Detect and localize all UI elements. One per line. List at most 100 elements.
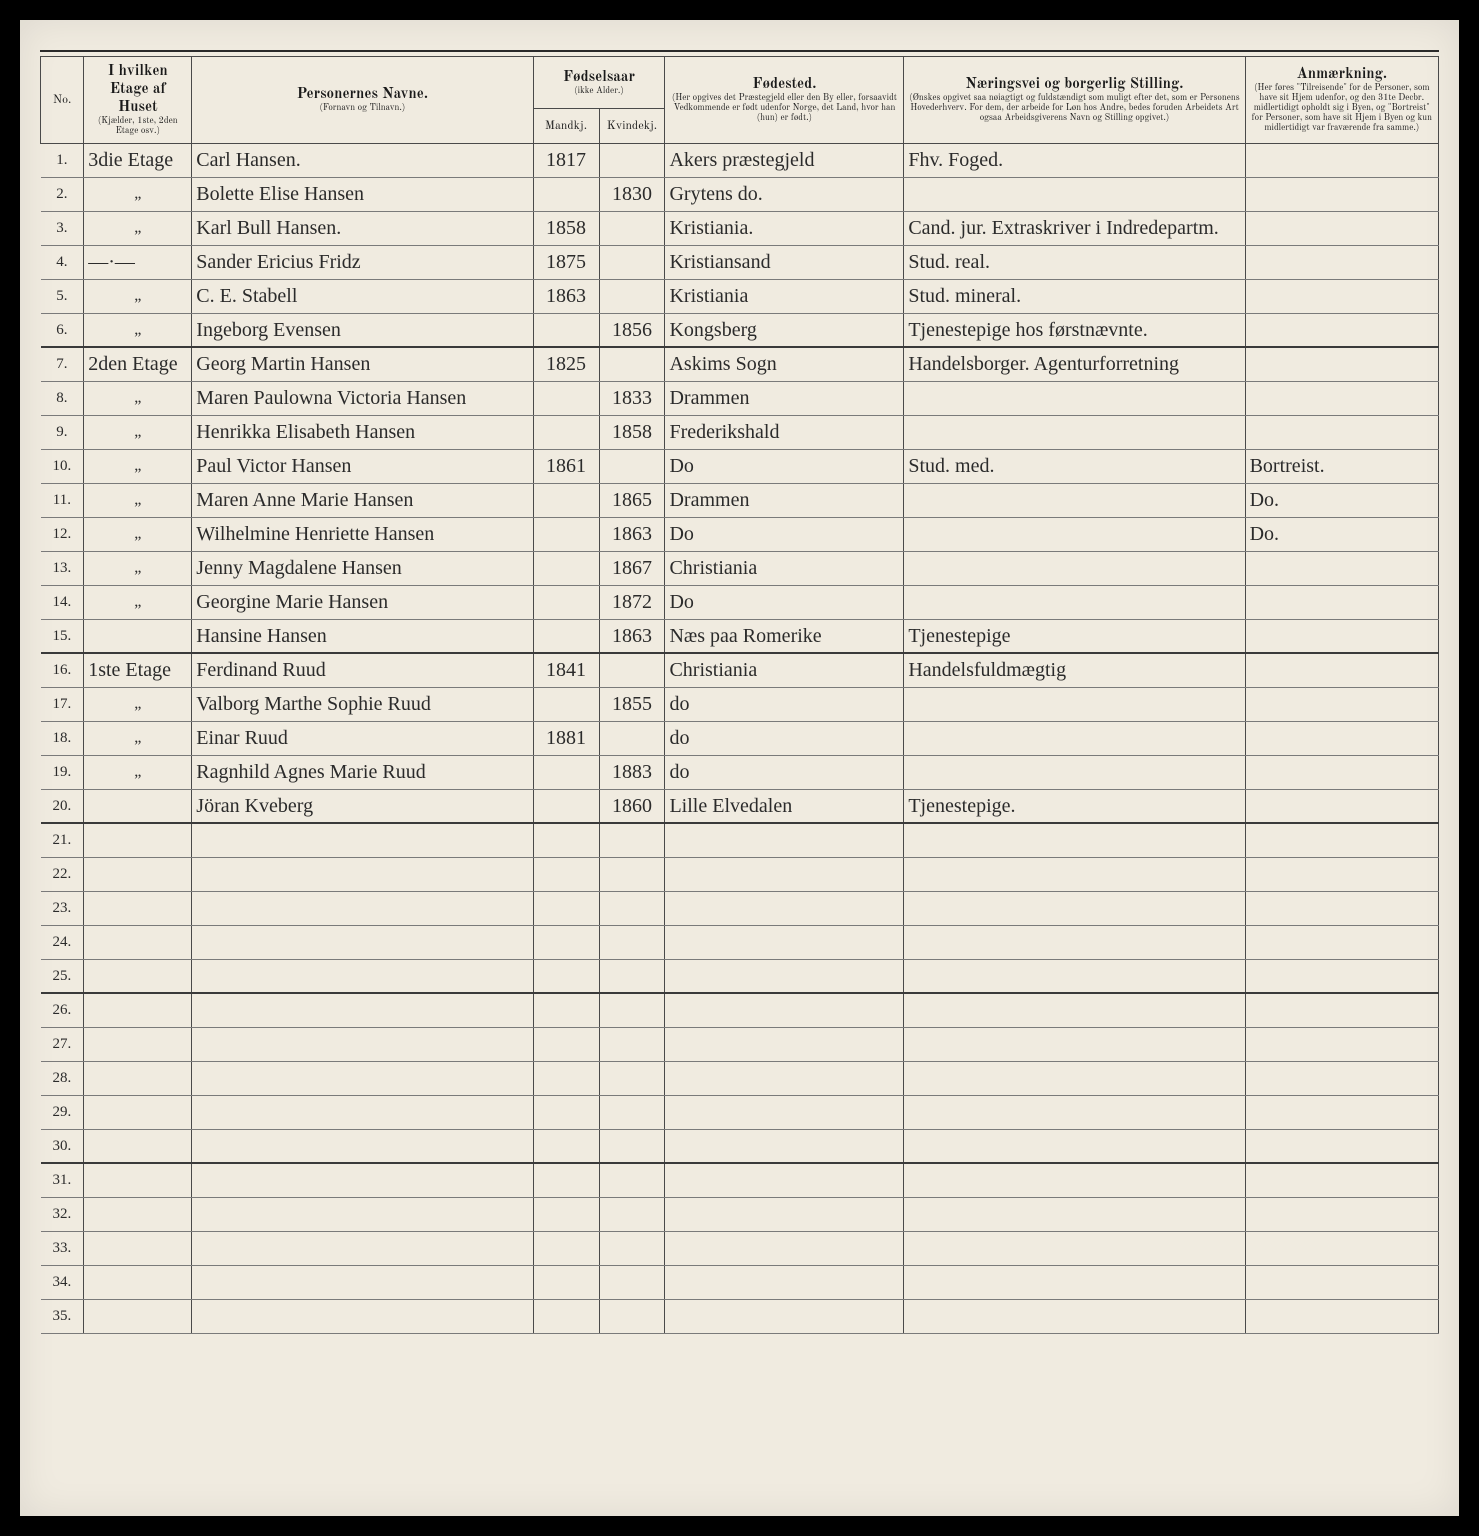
- cell-year-male: [533, 1197, 599, 1231]
- cell-floor: [84, 823, 192, 857]
- cell-floor: [84, 1129, 192, 1163]
- table-row: 31.: [41, 1163, 1439, 1197]
- cell-name: Carl Hansen.: [192, 143, 533, 177]
- cell-remarks: [1245, 789, 1438, 823]
- cell-floor: [84, 789, 192, 823]
- cell-remarks: [1245, 1027, 1438, 1061]
- cell-no: 7.: [41, 347, 84, 381]
- table-row: 33.: [41, 1231, 1439, 1265]
- cell-occupation: Stud. mineral.: [904, 279, 1245, 313]
- cell-remarks: [1245, 1299, 1438, 1333]
- cell-floor: „: [84, 313, 192, 347]
- cell-no: 32.: [41, 1197, 84, 1231]
- cell-occupation: Cand. jur. Extraskriver i Indredepartm.: [904, 211, 1245, 245]
- cell-name: Karl Bull Hansen.: [192, 211, 533, 245]
- cell-floor: „: [84, 585, 192, 619]
- cell-name: Paul Victor Hansen: [192, 449, 533, 483]
- cell-birthplace: Christiania: [665, 551, 904, 585]
- cell-name: Wilhelmine Henriette Hansen: [192, 517, 533, 551]
- cell-year-female: [599, 993, 665, 1027]
- cell-year-male: [533, 755, 599, 789]
- hdr-year-f: Kvindekj.: [599, 108, 665, 143]
- cell-year-male: 1817: [533, 143, 599, 177]
- cell-year-male: [533, 1061, 599, 1095]
- cell-floor: [84, 1095, 192, 1129]
- cell-no: 21.: [41, 823, 84, 857]
- cell-year-female: [599, 891, 665, 925]
- hdr-no: No.: [41, 57, 84, 144]
- cell-remarks: [1245, 721, 1438, 755]
- cell-occupation: Handelsborger. Agenturforretning: [904, 347, 1245, 381]
- cell-year-female: 1855: [599, 687, 665, 721]
- table-row: 21.: [41, 823, 1439, 857]
- cell-no: 8.: [41, 381, 84, 415]
- cell-year-female: [599, 1299, 665, 1333]
- table-row: 3.„Karl Bull Hansen.1858Kristiania.Cand.…: [41, 211, 1439, 245]
- cell-no: 34.: [41, 1265, 84, 1299]
- cell-year-male: [533, 891, 599, 925]
- cell-year-female: [599, 823, 665, 857]
- cell-year-female: [599, 1265, 665, 1299]
- cell-occupation: [904, 891, 1245, 925]
- table-row: 23.: [41, 891, 1439, 925]
- cell-no: 26.: [41, 993, 84, 1027]
- cell-floor: —·—: [84, 245, 192, 279]
- cell-year-male: [533, 381, 599, 415]
- cell-remarks: [1245, 925, 1438, 959]
- cell-year-male: [533, 823, 599, 857]
- cell-occupation: [904, 1061, 1245, 1095]
- cell-remarks: [1245, 143, 1438, 177]
- cell-year-male: 1875: [533, 245, 599, 279]
- cell-name: C. E. Stabell: [192, 279, 533, 313]
- cell-name: [192, 823, 533, 857]
- cell-birthplace: Kongsberg: [665, 313, 904, 347]
- cell-year-female: [599, 1197, 665, 1231]
- cell-name: [192, 1231, 533, 1265]
- cell-birthplace: [665, 857, 904, 891]
- cell-floor: „: [84, 415, 192, 449]
- cell-year-male: [533, 1095, 599, 1129]
- cell-year-male: 1881: [533, 721, 599, 755]
- cell-year-male: [533, 517, 599, 551]
- cell-year-male: [533, 483, 599, 517]
- cell-year-female: [599, 279, 665, 313]
- cell-year-female: [599, 959, 665, 993]
- cell-year-male: 1863: [533, 279, 599, 313]
- cell-year-female: 1865: [599, 483, 665, 517]
- cell-birthplace: Askims Sogn: [665, 347, 904, 381]
- cell-birthplace: Kristiania: [665, 279, 904, 313]
- table-row: 11.„Maren Anne Marie Hansen1865DrammenDo…: [41, 483, 1439, 517]
- cell-floor: „: [84, 177, 192, 211]
- cell-floor: [84, 1027, 192, 1061]
- cell-birthplace: Do: [665, 449, 904, 483]
- cell-floor: [84, 1265, 192, 1299]
- cell-birthplace: Drammen: [665, 381, 904, 415]
- cell-occupation: [904, 1129, 1245, 1163]
- cell-floor: „: [84, 687, 192, 721]
- cell-floor: [84, 1231, 192, 1265]
- census-table: No. I hvilken Etage af Huset (Kjælder, 1…: [40, 56, 1439, 1334]
- cell-no: 18.: [41, 721, 84, 755]
- cell-birthplace: Do: [665, 517, 904, 551]
- cell-name: Jöran Kveberg: [192, 789, 533, 823]
- table-row: 2.„Bolette Elise Hansen1830Grytens do.: [41, 177, 1439, 211]
- cell-year-male: 1861: [533, 449, 599, 483]
- cell-birthplace: Do: [665, 585, 904, 619]
- cell-remarks: [1245, 823, 1438, 857]
- hdr-remarks: Anmærkning. (Her føres "Tilreisende" for…: [1245, 57, 1438, 144]
- hdr-floor-sub: (Kjælder, 1ste, 2den Etage osv.): [88, 117, 187, 137]
- table-row: 35.: [41, 1299, 1439, 1333]
- table-row: 16.1ste EtageFerdinand Ruud1841Christian…: [41, 653, 1439, 687]
- cell-no: 16.: [41, 653, 84, 687]
- cell-name: Hansine Hansen: [192, 619, 533, 653]
- cell-no: 33.: [41, 1231, 84, 1265]
- cell-remarks: Do.: [1245, 483, 1438, 517]
- hdr-year-m: Mandkj.: [533, 108, 599, 143]
- cell-year-male: [533, 687, 599, 721]
- cell-name: [192, 1163, 533, 1197]
- cell-occupation: Fhv. Foged.: [904, 143, 1245, 177]
- table-row: 18.„Einar Ruud1881do: [41, 721, 1439, 755]
- cell-year-female: [599, 347, 665, 381]
- cell-year-male: [533, 789, 599, 823]
- table-row: 7.2den EtageGeorg Martin Hansen1825Askim…: [41, 347, 1439, 381]
